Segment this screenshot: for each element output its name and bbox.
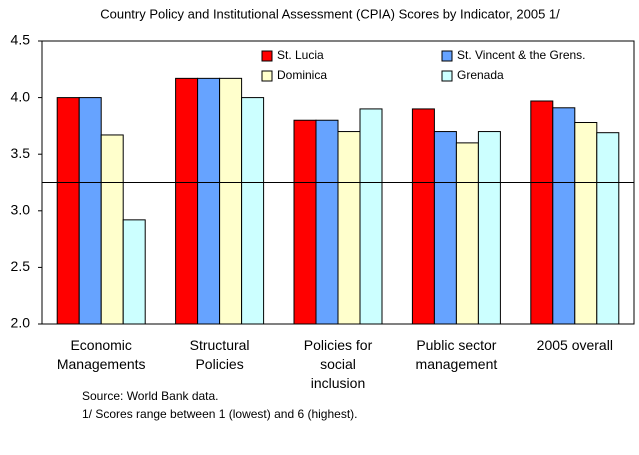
bar — [100, 134, 124, 325]
y-tick-label: 2.0 — [11, 315, 31, 331]
bar — [219, 77, 243, 325]
legend-swatch — [441, 70, 453, 82]
legend-swatch — [441, 50, 453, 62]
bar — [56, 97, 80, 325]
footnote: 1/ Scores range between 1 (lowest) and 6… — [82, 407, 357, 421]
y-tick-label: 4.5 — [11, 32, 31, 48]
x-tick-label: Structural Policies — [190, 337, 250, 372]
legend-label: Grenada — [457, 68, 504, 82]
x-tick-label: Public sector management — [416, 337, 498, 372]
x-tick-label: Economic Managements — [57, 337, 146, 372]
legend-label: St. Lucia — [277, 48, 324, 62]
y-tick-label: 3.5 — [11, 145, 31, 161]
legend-swatch — [261, 50, 273, 62]
bar — [241, 97, 265, 325]
y-tick-label: 3.0 — [11, 202, 31, 218]
bar — [477, 131, 501, 325]
bar — [175, 77, 199, 325]
bar — [433, 131, 457, 325]
bar — [552, 107, 576, 325]
bar — [455, 142, 479, 325]
x-tick-label: Policies for social inclusion — [304, 337, 373, 391]
bar — [411, 108, 435, 325]
legend-swatch — [261, 70, 273, 82]
bar — [315, 119, 339, 325]
y-tick-label: 4.0 — [11, 88, 31, 104]
bar — [574, 122, 598, 325]
source-note: Source: World Bank data. — [82, 389, 219, 403]
bar — [293, 119, 317, 325]
chart-title: Country Policy and Institutional Assessm… — [100, 6, 560, 21]
legend-label: Dominica — [277, 68, 327, 82]
legend-label: St. Vincent & the Grens. — [457, 48, 586, 62]
bar — [122, 219, 146, 325]
bar — [596, 132, 620, 325]
bar — [197, 77, 221, 325]
bar — [530, 100, 554, 325]
bar — [78, 97, 102, 325]
bar — [337, 131, 361, 325]
y-tick-label: 2.5 — [11, 258, 31, 274]
bar — [359, 108, 383, 325]
x-tick-label: 2005 overall — [537, 337, 613, 353]
plot-frame — [41, 40, 635, 325]
